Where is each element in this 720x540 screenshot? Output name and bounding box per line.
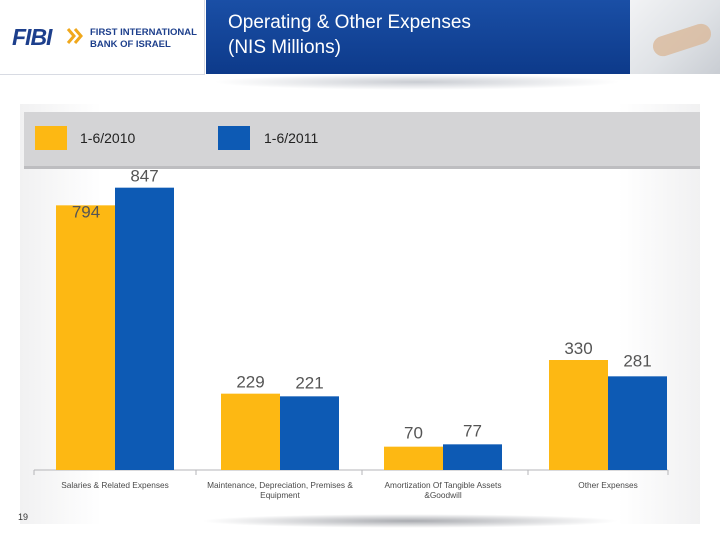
slide-title-line-2: (NIS Millions)	[228, 37, 341, 58]
page-number: 19	[18, 512, 29, 522]
bar-2010-0	[56, 205, 115, 471]
title-bar: Operating & Other Expenses (NIS Millions…	[206, 0, 630, 74]
data-label-2010-3: 330	[564, 339, 592, 358]
legend-label-2011: 1-6/2011	[264, 130, 319, 146]
category-label-0: Salaries & Related Expenses	[61, 480, 168, 490]
header-shadow	[212, 74, 622, 90]
data-label-2011-3: 281	[623, 351, 651, 370]
legend-bar	[24, 112, 700, 169]
data-label-2011-2: 77	[463, 421, 482, 440]
legend-swatch-2011	[218, 126, 250, 150]
bottom-shadow	[200, 514, 620, 528]
category-label-1: Maintenance, Depreciation, Premises &	[207, 480, 353, 490]
slide-title-line-1: Operating & Other Expenses	[228, 12, 471, 33]
legend-label-2010: 1-6/2010	[80, 130, 136, 146]
data-label-2010-2: 70	[404, 424, 423, 443]
slide-title: Operating & Other Expenses (NIS Millions…	[228, 10, 471, 60]
bar-2011-1	[280, 396, 339, 470]
category-label-2: &Goodwill	[424, 490, 462, 500]
logo: FIBI FIRST INTERNATIONAL BANK OF ISRAEL	[0, 0, 205, 75]
data-label-2010-1: 229	[236, 373, 264, 392]
category-label-1: Equipment	[260, 490, 300, 500]
logo-line-2: BANK OF ISRAEL	[90, 39, 171, 50]
bar-2010-3	[549, 360, 608, 470]
bar-2011-0	[115, 187, 174, 470]
data-label-2011-1: 221	[295, 373, 323, 392]
bar-2011-3	[608, 376, 667, 470]
header: FIBI FIRST INTERNATIONAL BANK OF ISRAEL …	[0, 0, 720, 75]
legend-swatch-2010	[35, 126, 67, 150]
header-photo	[630, 0, 720, 74]
logo-chevrons-icon	[66, 28, 83, 44]
logo-wordmark: FIBI	[12, 24, 52, 50]
data-label-2010-0: 794	[72, 202, 100, 221]
bar-2011-2	[443, 444, 502, 470]
bar-2010-2	[384, 446, 443, 470]
bar-2010-1	[221, 393, 280, 470]
category-label-3: Other Expenses	[578, 480, 638, 490]
data-label-2011-0: 847	[130, 167, 158, 186]
category-label-2: Amortization Of Tangible Assets	[385, 480, 502, 490]
logo-line-1: FIRST INTERNATIONAL	[90, 27, 197, 38]
